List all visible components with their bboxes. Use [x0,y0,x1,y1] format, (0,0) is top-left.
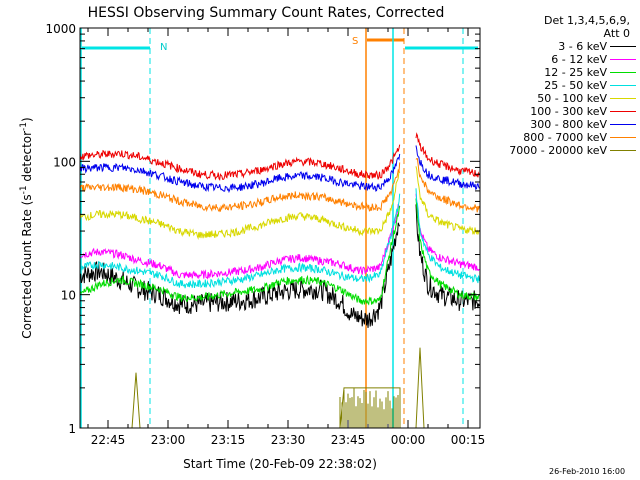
legend-entry-5: 100 - 300 keV [488,105,636,118]
legend-label-6: 300 - 800 keV [530,118,607,131]
x-tick-label-2: 23:15 [211,433,246,447]
legend-entry-2: 12 - 25 keV [488,66,636,79]
legend-swatch-7 [610,137,636,138]
night-flag-label: N [160,42,167,53]
series-line-post-4 [415,166,480,236]
legend-swatch-4 [610,98,636,99]
legend-label-5: 100 - 300 keV [530,105,607,118]
x-tick-label-5: 00:00 [391,433,426,447]
y-axis-label-main: Corrected Count Rate (s [20,194,34,338]
legend-swatch-2 [610,72,636,73]
legend-swatch-1 [610,59,636,60]
legend-label-1: 6 - 12 keV [551,53,607,66]
legend-swatch-6 [610,124,636,125]
legend-swatch-0 [610,46,636,47]
series-line-7 [79,162,401,213]
x-axis-label: Start Time (20-Feb-09 22:38:02) [183,457,377,471]
y-axis-label-end: ) [20,117,34,122]
series-line-post-6 [415,145,480,191]
series-line-6 [79,153,401,194]
y-tick-label-1: 10 [61,289,76,303]
x-tick-label-1: 23:00 [151,433,186,447]
legend-entry-7: 800 - 7000 keV [488,131,636,144]
series-line-post-0 [415,204,480,311]
y-axis-label-sup-1: -1 [19,185,29,194]
y-axis-label-mid: detector [20,131,34,186]
series-line-3 [79,193,401,289]
legend-entry-6: 300 - 800 keV [488,118,636,131]
y-axis: 1 10 100 1000 [45,22,480,436]
series-lines [79,132,480,429]
legend-entries: 3 - 6 keV 6 - 12 keV 12 - 25 keV 25 - 50 ke… [488,40,636,157]
series-line-post-3 [415,188,480,284]
y-tick-label-3: 1000 [45,22,76,36]
legend-swatch-8 [610,150,636,151]
legend-header-1: Det 1,3,4,5,6,9, [543,14,630,27]
series-line-5 [79,144,401,181]
legend-label-0: 3 - 6 keV [558,40,607,53]
x-tick-label-3: 23:30 [271,433,306,447]
legend-header-2: Att 0 [603,27,630,40]
legend-swatch-3 [610,85,636,86]
x-tick-label-4: 23:45 [331,433,366,447]
y-axis-label-sup-2: -1 [19,122,29,131]
chart-title: HESSI Observing Summary Count Rates, Cor… [88,5,445,21]
y-tick-label-0: 1 [68,422,76,436]
legend-label-8: 7000 - 20000 keV [509,144,607,157]
series-line-post-8 [415,347,480,429]
series-line-post-1 [415,193,480,272]
series-line-1 [79,203,401,280]
legend-label-3: 25 - 50 keV [544,79,607,92]
legend-entry-0: 3 - 6 keV [488,40,636,53]
legend-entry-4: 50 - 100 keV [488,92,636,105]
date-stamp: 26-Feb-2010 16:00 [549,467,626,476]
series-line-post-2 [415,198,480,301]
plot-frame [79,27,481,429]
x-tick-label-0: 22:45 [91,433,126,447]
y-axis-label: Corrected Count Rate (s-1 detector-1) [19,117,34,338]
legend-entry-3: 25 - 50 keV [488,79,636,92]
legend-swatch-5 [610,111,636,112]
series-line-2 [79,205,401,306]
x-tick-label-6: 00:15 [451,433,486,447]
series-line-post-5 [415,132,480,178]
series-line-4 [79,170,401,241]
x-axis: 22:45 23:00 23:15 23:30 23:45 00:00 00:15 [87,28,486,447]
saa-flag-label: S [352,36,358,47]
legend: Det 1,3,4,5,6,9, Att 0 3 - 6 keV 6 - 12 k… [488,14,636,157]
y-tick-label-2: 100 [53,155,76,169]
legend-label-7: 800 - 7000 keV [523,131,607,144]
legend-entry-1: 6 - 12 keV [488,53,636,66]
legend-label-4: 50 - 100 keV [537,92,607,105]
legend-entry-8: 7000 - 20000 keV [488,144,636,157]
series-line-post-7 [415,158,480,213]
observing-flags [80,28,478,428]
legend-label-2: 12 - 25 keV [544,66,607,79]
